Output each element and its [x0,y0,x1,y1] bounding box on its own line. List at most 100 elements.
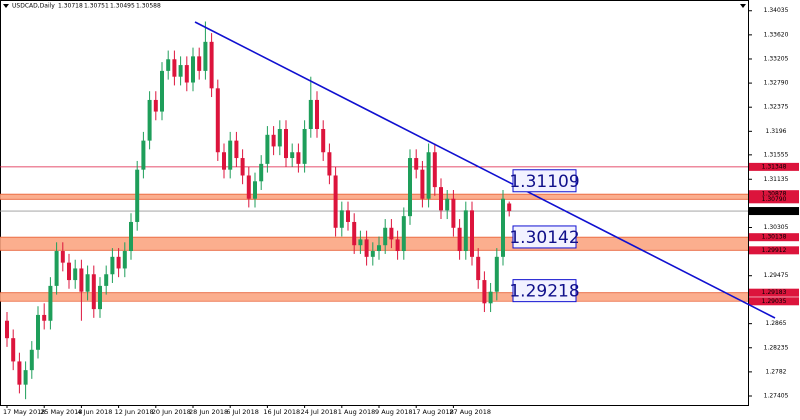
header-value: 1.30588 [136,3,161,10]
price-label-bg [749,195,799,204]
candle-body [277,128,282,147]
candle-body [253,181,257,199]
price-label-bg [749,233,799,242]
candle-body [85,274,90,292]
price-label: 1.29035 [762,298,787,305]
candle-body [408,158,412,217]
x-tick-label: 1 Aug 2018 [338,408,376,416]
price-label: 1.30790 [762,196,787,203]
trendline [194,21,776,319]
candle-body [116,256,121,269]
candle-body [54,251,59,286]
candle-body [246,175,251,199]
y-tick-label: 1.34035 [764,7,789,14]
x-tick-label: 12 Jun 2018 [115,408,154,416]
candle-body [426,152,431,199]
zone [0,194,748,200]
candle-body [507,203,512,212]
y-tick-label: 1.31135 [764,176,789,183]
price-label-bg [749,297,799,306]
candle-body [234,140,239,159]
candle-body [401,216,406,252]
x-tick-label: 17 Aug 2018 [412,408,454,416]
candle-body [389,227,394,240]
candle-body [346,210,350,222]
candle-body [432,152,437,188]
price-label: 1.29912 [762,247,787,254]
candle-body [197,56,202,71]
candle-body [352,221,357,246]
annotation-text: 1.30142 [509,228,579,248]
candle-body [209,41,214,89]
candle-body [141,140,146,170]
price-label: 1.31348 [762,163,787,170]
price-label-bg [749,190,799,199]
candle-body [60,251,65,263]
candle-body [29,349,34,371]
y-tick-label: 1.2782 [766,368,787,375]
candle-body [215,88,220,153]
x-tick-label: 17 May 2018 [3,408,45,416]
candle-body [358,239,363,246]
candle-body [166,59,171,71]
candle-body [203,41,208,71]
x-tick-label: 24 Jul 2018 [301,408,338,416]
x-tick-label: 4 Jun 2018 [77,408,112,416]
candle-body [147,99,152,141]
candle-body [383,227,388,246]
price-label: 1.29183 [762,289,787,296]
candle-body [222,152,226,170]
x-tick-label: 20 Jun 2018 [152,408,191,416]
menu-icon [740,4,746,8]
x-tick-label: 25 May 2018 [40,408,82,416]
y-tick-label: 1.31555 [764,151,789,158]
plot-frame [0,0,749,406]
y-tick-label: 1.33620 [764,31,789,38]
candle-body [284,128,288,159]
header-value: 1.30751 [84,3,109,10]
y-tick-label: 1.27405 [764,392,789,399]
y-tick-label: 1.30305 [764,224,789,231]
candle-body [23,370,28,385]
x-tick-label: 27 Aug 2018 [449,408,491,416]
candle-body [370,251,375,257]
candle-body [420,169,425,199]
chart-title: USDCAD,Daily [12,3,55,10]
candle-body [48,285,53,321]
candle-body [470,210,474,257]
candle-body [67,262,71,281]
x-tick-label: 9 Aug 2018 [375,408,413,416]
candle-body [265,134,270,164]
y-tick-label: 1.28235 [764,344,789,351]
zone [0,292,748,302]
candle-body [315,99,319,129]
candle-body [17,361,22,385]
candle-body [457,227,462,252]
x-tick-label: 6 Jul 2018 [226,408,259,416]
candle-body [271,134,276,147]
candle-body [333,175,338,228]
price-label-bg [749,162,799,171]
candle-body [302,128,307,164]
candle-body [259,163,264,182]
y-tick-label: 1.3196 [766,128,787,135]
candle-body [290,152,295,159]
candle-body [463,210,468,252]
candle-body [296,152,301,164]
candle-body [184,65,189,83]
candle-body [129,221,133,252]
candle-body [42,314,47,321]
price-label: 1.30138 [762,234,787,241]
candle-body [135,169,140,222]
candle-body [494,256,499,292]
candle-body [501,198,505,257]
y-tick-label: 1.29475 [764,272,789,279]
annotation-text: 1.31109 [509,172,579,192]
header-value: 1.30495 [110,3,135,10]
candle-body [377,245,381,252]
price-label-bg [749,288,799,297]
candle-body [73,268,78,281]
x-tick-label: 28 Jun 2018 [189,408,228,416]
candle-body [451,198,456,228]
